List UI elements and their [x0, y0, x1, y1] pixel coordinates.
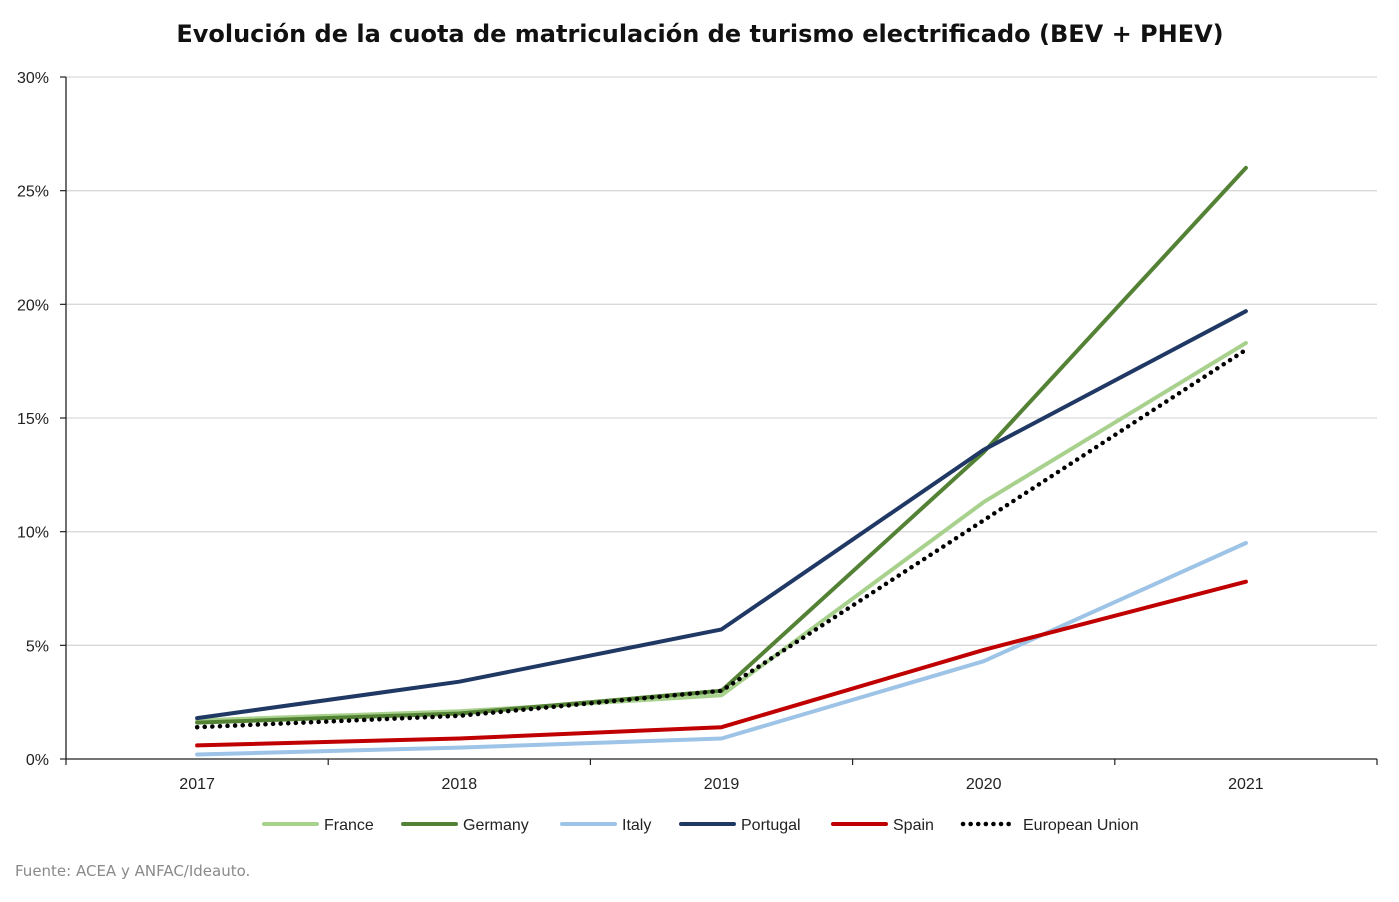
y-tick-label: 0% [26, 752, 49, 769]
series-line-italy [195, 541, 1248, 757]
x-tick-label: 2021 [1228, 776, 1264, 793]
series-line-spain [195, 579, 1248, 748]
series-line-portugal [195, 309, 1248, 721]
y-tick-label: 20% [17, 297, 49, 314]
y-tick-label: 30% [17, 70, 49, 87]
gridlines [66, 76, 1377, 646]
y-tick-label: 25% [17, 184, 49, 201]
y-tick-label: 15% [17, 411, 49, 428]
legend-label-germany: Germany [463, 817, 529, 834]
x-tick-label: 2019 [704, 776, 740, 793]
y-tick-label: 5% [26, 638, 49, 655]
legend-label-france: France [324, 817, 374, 834]
legend: France Germany Italy Portugal Spain European … [262, 817, 1139, 834]
x-tick-label: 2018 [442, 776, 478, 793]
legend-label-spain: Spain [893, 817, 934, 834]
series-line-european-union [194, 347, 1249, 730]
legend-label-european-union: European Union [1023, 817, 1139, 834]
source-note: Fuente: ACEA y ANFAC/Ideauto. [15, 862, 250, 880]
x-tick-label: 2020 [966, 776, 1002, 793]
legend-label-portugal: Portugal [741, 817, 801, 834]
series-line-germany [195, 165, 1248, 725]
chart-title: Evolución de la cuota de matriculación d… [176, 20, 1223, 48]
legend-label-italy: Italy [622, 817, 651, 834]
y-tick-label: 10% [17, 525, 49, 542]
x-tick-label: 2017 [179, 776, 215, 793]
plot-area [194, 165, 1249, 757]
series-line-france [195, 341, 1248, 723]
axes: 0% 5% 10% 15% 20% 25% 30% 2017 2018 2019 2020 2021 [17, 70, 1378, 793]
